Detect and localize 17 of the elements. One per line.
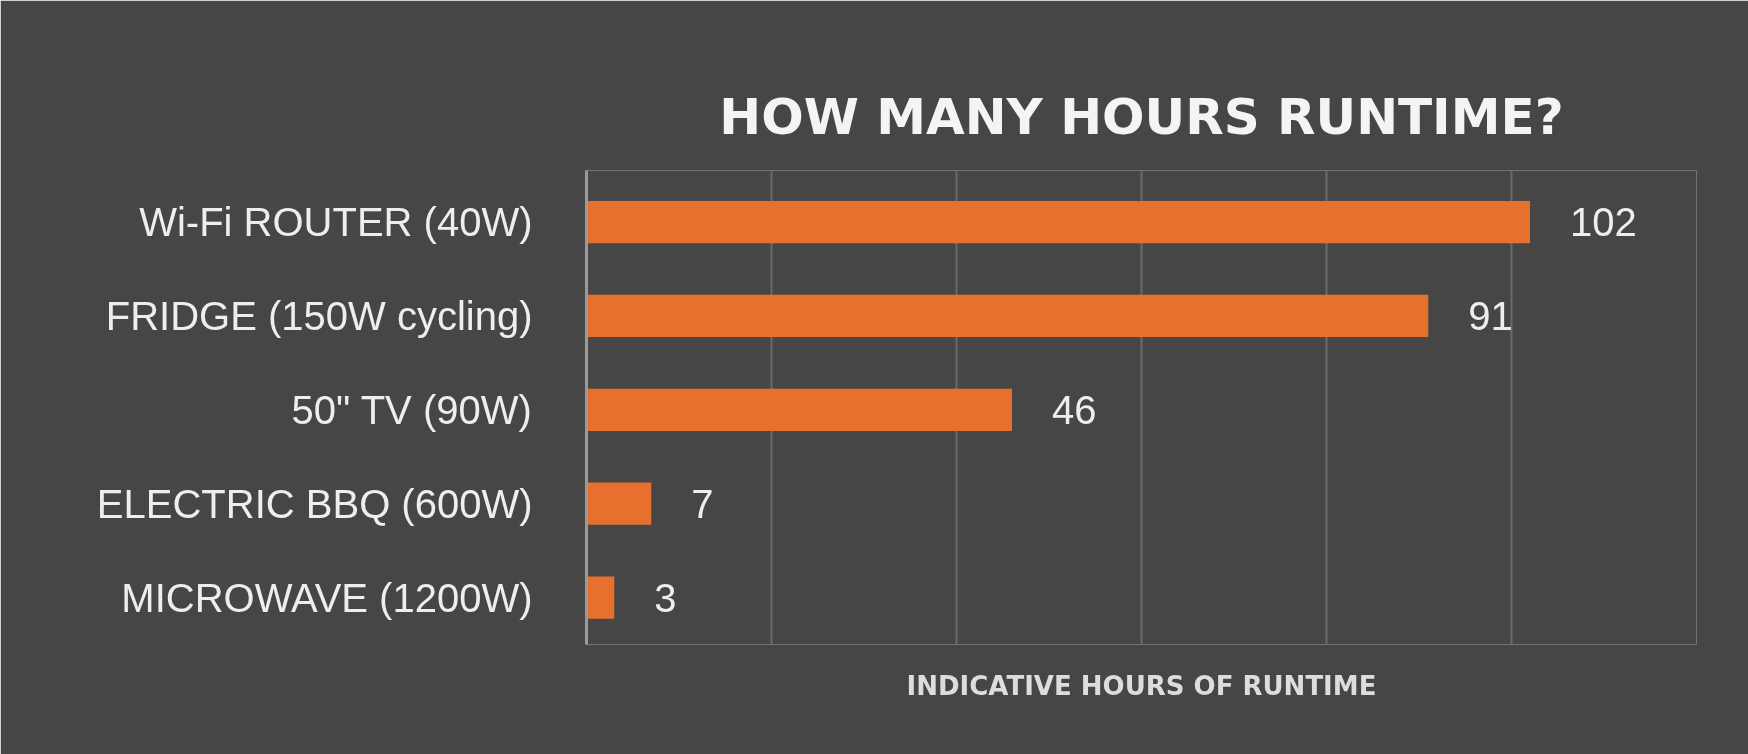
y-tick-label: MICROWAVE (1200W) xyxy=(121,575,533,620)
bar xyxy=(586,201,1530,244)
x-axis-title: INDICATIVE HOURS OF RUNTIME xyxy=(906,670,1377,701)
chart-title: HOW MANY HOURS RUNTIME? xyxy=(719,87,1564,146)
y-tick-label: 50" TV (90W) xyxy=(291,387,532,432)
y-tick-label: ELECTRIC BBQ (600W) xyxy=(96,481,533,526)
bar xyxy=(586,576,615,619)
data-label: 3 xyxy=(654,575,677,620)
data-label: 46 xyxy=(1052,387,1097,432)
data-label: 91 xyxy=(1468,293,1513,338)
data-label: 7 xyxy=(691,481,714,526)
bar xyxy=(586,482,652,525)
bar xyxy=(586,388,1012,431)
y-tick-label: FRIDGE (150W cycling) xyxy=(105,293,533,338)
y-tick-label: Wi-Fi ROUTER (40W) xyxy=(139,200,533,245)
bar xyxy=(586,294,1429,338)
data-label: 102 xyxy=(1570,200,1637,245)
